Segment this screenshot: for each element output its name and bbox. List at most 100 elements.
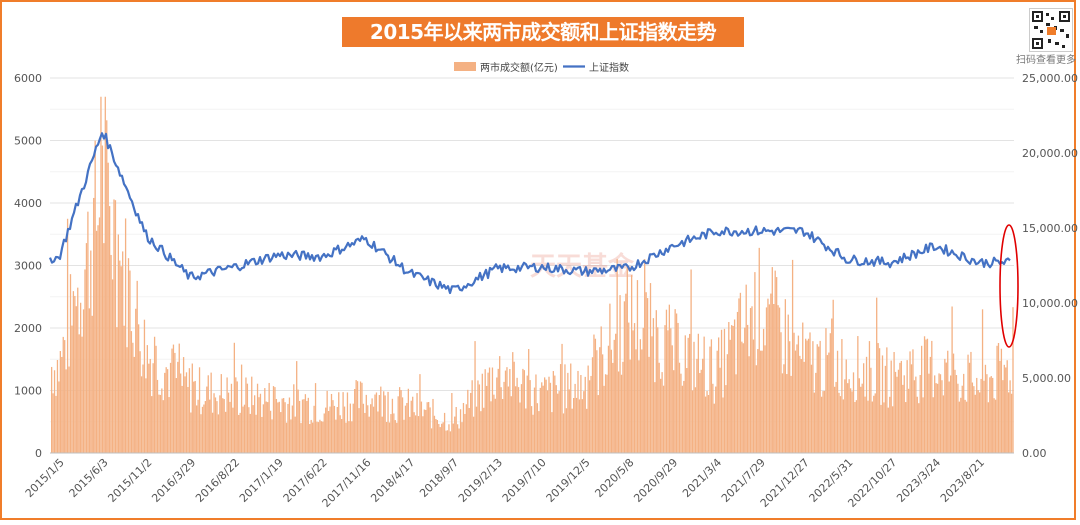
turnover-bar <box>689 333 691 453</box>
turnover-bar <box>410 400 412 453</box>
turnover-bar <box>896 376 898 453</box>
turnover-bar <box>926 338 929 453</box>
turnover-bar <box>341 419 343 453</box>
turnover-bar <box>604 374 607 453</box>
turnover-bar <box>1000 348 1003 453</box>
turnover-bar <box>109 206 111 453</box>
right-axis-tick-label: 20,000.00 <box>1022 147 1078 160</box>
turnover-bar <box>356 381 359 453</box>
turnover-bar <box>394 420 396 453</box>
turnover-bar <box>529 380 531 453</box>
turnover-bar <box>757 349 759 453</box>
turnover-bar <box>117 234 119 453</box>
turnover-bar <box>852 372 855 453</box>
turnover-bar <box>693 341 695 453</box>
turnover-bar <box>110 254 112 453</box>
turnover-bar <box>422 416 424 453</box>
turnover-bar <box>977 390 979 453</box>
turnover-bar <box>574 383 576 453</box>
qr-code-icon[interactable] <box>1029 8 1073 52</box>
turnover-bar <box>702 358 704 453</box>
turnover-bar <box>652 318 655 453</box>
turnover-bar <box>51 366 53 453</box>
left-axis-tick-label: 2000 <box>14 322 42 335</box>
turnover-bar <box>910 364 913 453</box>
turnover-bar <box>417 416 420 453</box>
turnover-bar <box>644 259 646 453</box>
turnover-bar <box>758 247 760 453</box>
turnover-bar <box>870 367 872 453</box>
turnover-bar <box>82 309 85 453</box>
turnover-bar <box>942 395 945 453</box>
turnover-bar <box>905 402 907 453</box>
turnover-bar <box>100 96 102 453</box>
turnover-bar <box>593 334 595 453</box>
turnover-bar <box>864 396 866 453</box>
turnover-bar <box>861 383 863 453</box>
turnover-bar <box>654 382 656 453</box>
turnover-bar <box>709 346 711 453</box>
turnover-bar <box>668 304 670 453</box>
turnover-bar <box>52 393 54 453</box>
turnover-bar <box>484 369 486 453</box>
turnover-bar <box>847 383 849 453</box>
turnover-bar <box>646 298 649 453</box>
turnover-bar <box>542 385 544 453</box>
turnover-bar <box>149 358 151 453</box>
turnover-bar <box>355 380 357 453</box>
legend-label-turnover: 两市成交额(亿元) <box>480 61 558 74</box>
turnover-bar <box>899 362 901 453</box>
turnover-bar <box>72 291 75 453</box>
turnover-bar <box>222 398 224 453</box>
turnover-bar <box>88 308 90 453</box>
turnover-bar <box>359 381 362 453</box>
turnover-bar <box>383 391 385 453</box>
turnover-bar <box>657 327 659 453</box>
turnover-bar <box>590 375 592 453</box>
turnover-bar <box>442 422 444 453</box>
turnover-bar <box>829 333 831 453</box>
turnover-bar <box>332 400 334 453</box>
turnover-bar <box>548 376 550 453</box>
turnover-bar <box>609 303 611 453</box>
turnover-bar <box>774 270 776 453</box>
turnover-bar <box>61 356 63 453</box>
turnover-bar <box>297 389 299 453</box>
turnover-bar <box>171 348 173 453</box>
turnover-bar <box>156 379 159 453</box>
turnover-bar <box>557 393 559 453</box>
turnover-bar <box>277 402 279 453</box>
turnover-bar <box>123 325 125 453</box>
turnover-bar <box>532 414 534 453</box>
turnover-bar <box>119 260 121 453</box>
turnover-bar <box>694 387 697 453</box>
turnover-bar <box>339 415 341 453</box>
turnover-bar <box>984 364 987 453</box>
turnover-bar <box>900 360 902 453</box>
turnover-bar <box>934 375 936 453</box>
turnover-bar <box>113 199 115 453</box>
turnover-bar <box>880 404 882 453</box>
turnover-bar <box>906 360 908 453</box>
turnover-bar <box>65 369 67 453</box>
turnover-bar <box>446 430 449 453</box>
turnover-bar <box>697 333 699 453</box>
turnover-bar <box>655 310 657 453</box>
turnover-bar <box>146 345 148 453</box>
turnover-bar <box>288 397 291 453</box>
turnover-bar <box>387 391 389 453</box>
turnover-bar <box>348 421 350 453</box>
turnover-bar <box>439 427 441 453</box>
turnover-bar <box>280 412 282 453</box>
turnover-bar <box>406 403 408 453</box>
turnover-bar <box>770 293 772 453</box>
turnover-bar <box>111 279 114 453</box>
turnover-bar <box>973 386 975 453</box>
turnover-bar <box>738 298 740 453</box>
turnover-bar <box>197 399 199 453</box>
turnover-bar <box>322 421 324 453</box>
turnover-bar <box>184 376 186 453</box>
turnover-bar <box>642 327 644 453</box>
turnover-bar <box>367 405 369 453</box>
turnover-bar <box>909 351 911 453</box>
